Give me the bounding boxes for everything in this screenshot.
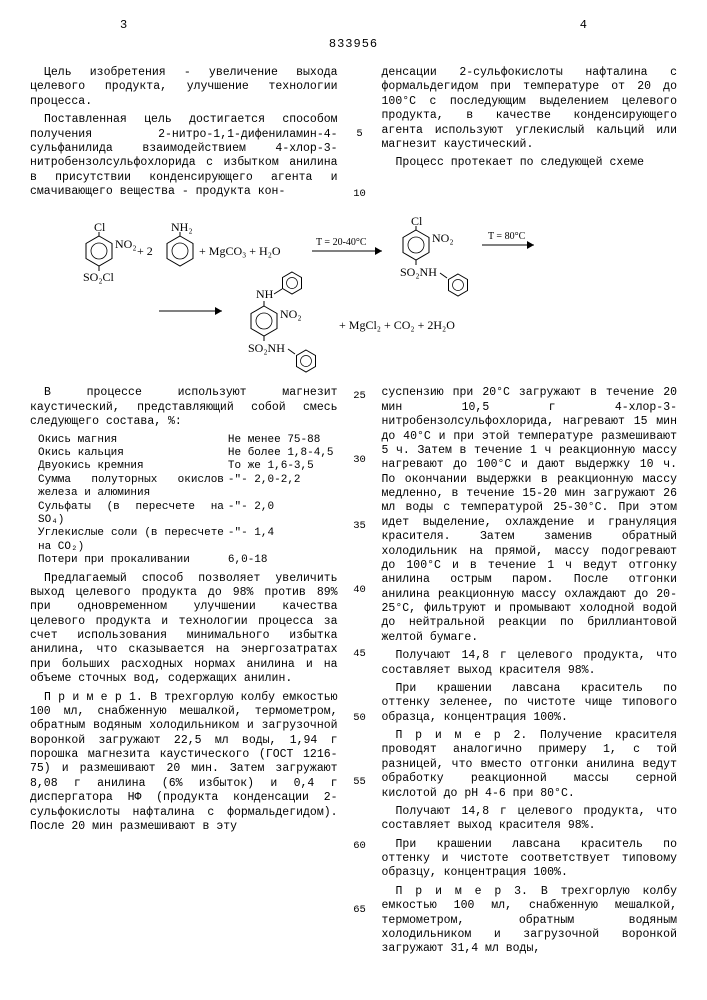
compo-name: Двуокись кремния (38, 460, 228, 473)
tail: + MgCl₂ + CO₂ + 2H₂O (339, 318, 455, 332)
compo-value: То же 1,6-3,5 (228, 460, 338, 473)
line-number: 65 (352, 904, 368, 917)
compo-value: 6,0-18 (228, 554, 338, 567)
line-number: 5 (352, 128, 368, 141)
arrow-label: T = 80°C (488, 231, 526, 242)
table-row: Двуокись кремнияТо же 1,6-3,5 (38, 460, 338, 473)
paragraph: суспензию при 20°С загружают в течение 2… (382, 386, 677, 645)
line-number: 30 (352, 454, 368, 467)
lower-columns: В процессе используют магнезит каустичес… (30, 386, 677, 960)
lower-right-column: суспензию при 20°С загружают в течение 2… (382, 386, 677, 960)
compo-name: Окись магния (38, 434, 228, 447)
line-number: 35 (352, 520, 368, 533)
compo-name: Сульфаты (в пересчете на SO₄) (38, 501, 228, 528)
compo-name: Углекислые соли (в пересчете на CO₂) (38, 527, 228, 554)
lower-left-column: В процессе используют магнезит каустичес… (30, 386, 338, 960)
line-number-gutter: 25 30 35 40 45 50 55 60 65 (352, 386, 368, 960)
label: NO₂ (115, 237, 137, 251)
paragraph: П р и м е р 2. Получение красителя прово… (382, 729, 677, 801)
label: NO₂ (432, 231, 454, 245)
label: SO₂Cl (83, 270, 115, 284)
label: SO₂NH (400, 265, 437, 279)
compo-name: Потери при прокаливании (38, 554, 228, 567)
plus: + 2 (137, 244, 153, 258)
label: NO₂ (280, 307, 302, 321)
paragraph: При крашении лавсана краситель по оттенк… (382, 838, 677, 881)
plus: + MgCO₃ + H₂O (199, 244, 281, 258)
label: NH (256, 287, 274, 301)
reaction-scheme: Cl NO₂ SO₂Cl + 2 NH₂ + MgCO₃ + H₂O (30, 211, 677, 376)
table-row: Углекислые соли (в пересчете на CO₂)-"- … (38, 527, 338, 554)
line-number: 55 (352, 776, 368, 789)
compo-value: -"- 1,4 (228, 527, 338, 554)
paragraph: денсации 2-сульфокислоты нафталина с фор… (382, 66, 677, 152)
line-number: 40 (352, 584, 368, 597)
left-col-number: 3 (120, 18, 127, 33)
paragraph: Получают 14,8 г целевого продукта, что с… (382, 805, 677, 834)
upper-columns: Цель изобретения - увеличение выхода цел… (30, 66, 677, 203)
table-row: Потери при прокаливании6,0-18 (38, 554, 338, 567)
compo-value: Не более 1,8-4,5 (228, 447, 338, 460)
line-number: 45 (352, 648, 368, 661)
upper-left-column: Цель изобретения - увеличение выхода цел… (30, 66, 338, 203)
paragraph: В процессе используют магнезит каустичес… (30, 386, 338, 429)
compo-value: Не менее 75-88 (228, 434, 338, 447)
label: Cl (94, 220, 106, 234)
paragraph: П р и м е р 1. В трехгорлую колбу емкост… (30, 691, 338, 835)
upper-right-column: денсации 2-сульфокислоты нафталина с фор… (382, 66, 677, 203)
label: SO₂NH (248, 341, 285, 355)
paragraph: П р и м е р 3. В трехгорлую колбу емкост… (382, 885, 677, 957)
arrow-label: T = 20-40°C (316, 237, 367, 248)
line-number: 10 (352, 188, 368, 201)
label: NH₂ (171, 220, 193, 234)
paragraph: Получают 14,8 г целевого продукта, что с… (382, 649, 677, 678)
line-number-gutter: 5 10 (352, 66, 368, 203)
compo-name: Сумма полуторных окислов железа и алюмин… (38, 474, 228, 501)
line-number: 50 (352, 712, 368, 725)
label: Cl (411, 214, 423, 228)
line-number: 60 (352, 840, 368, 853)
paragraph: Предлагаемый способ позволяет увеличить … (30, 572, 338, 687)
line-number: 25 (352, 390, 368, 403)
compo-value: -"- 2,0-2,2 (228, 474, 338, 501)
paragraph: При крашении лавсана краситель по оттенк… (382, 682, 677, 725)
paragraph: Цель изобретения - увеличение выхода цел… (30, 66, 338, 109)
table-row: Окись кальцияНе более 1,8-4,5 (38, 447, 338, 460)
patent-number: 833956 (30, 37, 677, 52)
paragraph: Поставленная цель достигается способом п… (30, 113, 338, 199)
compo-name: Окись кальция (38, 447, 228, 460)
table-row: Окись магнияНе менее 75-88 (38, 434, 338, 447)
table-row: Сульфаты (в пересчете на SO₄)-"- 2,0 (38, 501, 338, 528)
scheme-svg: Cl NO₂ SO₂Cl + 2 NH₂ + MgCO₃ + H₂O (64, 211, 644, 376)
compo-value: -"- 2,0 (228, 501, 338, 528)
paragraph: Процесс протекает по следующей схеме (382, 156, 677, 170)
table-row: Сумма полуторных окислов железа и алюмин… (38, 474, 338, 501)
column-header-row: 3 4 (30, 18, 677, 37)
document-page: 3 4 833956 Цель изобретения - увеличение… (0, 0, 707, 1000)
composition-table: Окись магнияНе менее 75-88 Окись кальция… (38, 434, 338, 568)
right-col-number: 4 (580, 18, 587, 33)
